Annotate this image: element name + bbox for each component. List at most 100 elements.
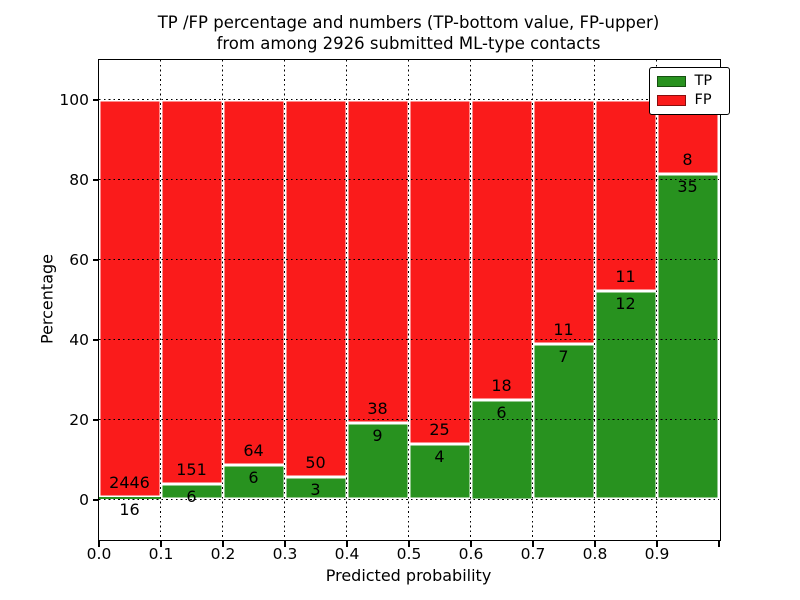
bar-segment-tp (98, 496, 161, 500)
y-tick-label: 20 (69, 411, 89, 429)
bar-segment-fp (284, 99, 347, 477)
chart-title-block: TP /FP percentage and numbers (TP-bottom… (97, 12, 720, 54)
gridline-vertical (469, 59, 472, 539)
gridline-vertical (531, 59, 534, 539)
x-tick-label: 0.4 (334, 545, 360, 563)
bar-segment-tp (470, 399, 533, 500)
bar-segment-fp (408, 99, 471, 445)
x-tick-label: 0.6 (458, 545, 484, 563)
fp-legend-swatch (656, 94, 686, 106)
tp-count-label: 6 (496, 402, 507, 422)
gridline-horizontal (98, 338, 719, 341)
bar-segment-fp (222, 99, 285, 466)
y-tick-mark (93, 499, 99, 501)
fp-count-label: 11 (553, 319, 574, 339)
x-tick-label: 0.7 (520, 545, 546, 563)
legend-item-tp: TP (656, 72, 722, 89)
y-tick-label: 40 (69, 331, 89, 349)
bar-segment-tp (160, 484, 223, 500)
gridline-vertical (655, 59, 658, 539)
fp-count-label: 38 (367, 398, 388, 418)
x-tick-mark (160, 540, 162, 547)
bar-segment-tp (532, 343, 595, 500)
fp-count-label: 8 (682, 149, 693, 169)
x-tick-mark (408, 540, 410, 547)
bar-segment-tp (656, 173, 719, 500)
y-tick-mark (93, 339, 99, 341)
y-tick-label: 80 (69, 171, 89, 189)
gridline-horizontal (98, 258, 719, 261)
tp-count-label: 16 (119, 499, 140, 519)
y-tick-mark (93, 259, 99, 261)
chart-title: TP /FP percentage and numbers (TP-bottom… (157, 13, 660, 32)
tp-legend-swatch (656, 75, 686, 87)
gridline-horizontal (98, 98, 719, 101)
x-tick-label: 0.0 (86, 545, 112, 563)
gridline-vertical (283, 59, 286, 539)
gridline-vertical (345, 59, 348, 539)
chart-subtitle: from among 2926 submitted ML-type contac… (216, 34, 601, 53)
fp-count-label: 11 (615, 266, 636, 286)
bar-segment-tp (346, 422, 409, 500)
fp-count-label: 18 (491, 375, 512, 395)
x-tick-mark (594, 540, 596, 547)
x-tick-label: 0.5 (396, 545, 422, 563)
bar-segment-fp (346, 99, 409, 423)
x-tick-mark (718, 540, 720, 547)
fp-count-label: 50 (305, 452, 326, 472)
x-tick-label: 0.9 (644, 545, 670, 563)
plot-area: TP FP 2446 16 151 6 64 6 50 3 38 9 25 4 18 6 11 7 11 12 8 3… (97, 58, 730, 541)
bar-segment-tp (594, 290, 657, 500)
x-tick-mark (470, 540, 472, 547)
x-tick-mark (98, 540, 100, 547)
bar-segment-tp (284, 476, 347, 500)
gridline-horizontal (98, 498, 719, 501)
gridline-horizontal (98, 418, 719, 421)
legend-item-fp: FP (656, 91, 722, 108)
x-tick-mark (222, 540, 224, 547)
tp-count-label: 4 (434, 447, 445, 467)
y-tick-mark (93, 99, 99, 101)
fp-count-label: 151 (176, 460, 207, 480)
tp-count-label: 12 (615, 293, 636, 313)
bar-segment-tp (222, 465, 285, 500)
y-tick-mark (93, 179, 99, 181)
x-tick-mark (346, 540, 348, 547)
gridline-vertical (593, 59, 596, 539)
fp-count-label: 25 (429, 420, 450, 440)
bar-segment-fp (98, 99, 161, 497)
x-tick-label: 0.2 (210, 545, 236, 563)
y-tick-mark (93, 419, 99, 421)
gridline-vertical (407, 59, 410, 539)
tp-count-label: 35 (677, 176, 698, 196)
fp-count-label: 64 (243, 441, 264, 461)
x-tick-label: 0.1 (148, 545, 174, 563)
tp-legend-label: TP (694, 72, 713, 89)
tp-count-label: 3 (310, 479, 321, 499)
bar-segment-fp (532, 99, 595, 344)
tp-count-label: 6 (186, 487, 197, 507)
bar-segment-fp (594, 99, 657, 291)
gridline-horizontal (98, 178, 719, 181)
bar-segment-fp (470, 99, 533, 400)
gridline-vertical (159, 59, 162, 539)
y-tick-label: 0 (79, 491, 89, 509)
fp-count-label: 2446 (109, 472, 150, 492)
y-tick-label: 100 (59, 91, 89, 109)
x-tick-mark (284, 540, 286, 547)
tp-count-label: 6 (248, 468, 259, 488)
fp-legend-label: FP (694, 91, 712, 108)
legend: TP FP (648, 66, 730, 115)
plot-inner: TP FP 2446 16 151 6 64 6 50 3 38 9 25 4 18 6 11 7 11 12 8 3… (98, 59, 730, 539)
gridline-vertical (221, 59, 224, 539)
y-tick-label: 60 (69, 251, 89, 269)
tp-count-label: 7 (558, 346, 569, 366)
x-tick-label: 0.8 (582, 545, 608, 563)
x-axis-label: Predicted probability (325, 566, 492, 585)
x-tick-mark (656, 540, 658, 547)
bar-segment-tp (408, 444, 471, 500)
x-tick-label: 0.3 (272, 545, 298, 563)
bar-segment-fp (160, 99, 223, 485)
x-tick-mark (532, 540, 534, 547)
